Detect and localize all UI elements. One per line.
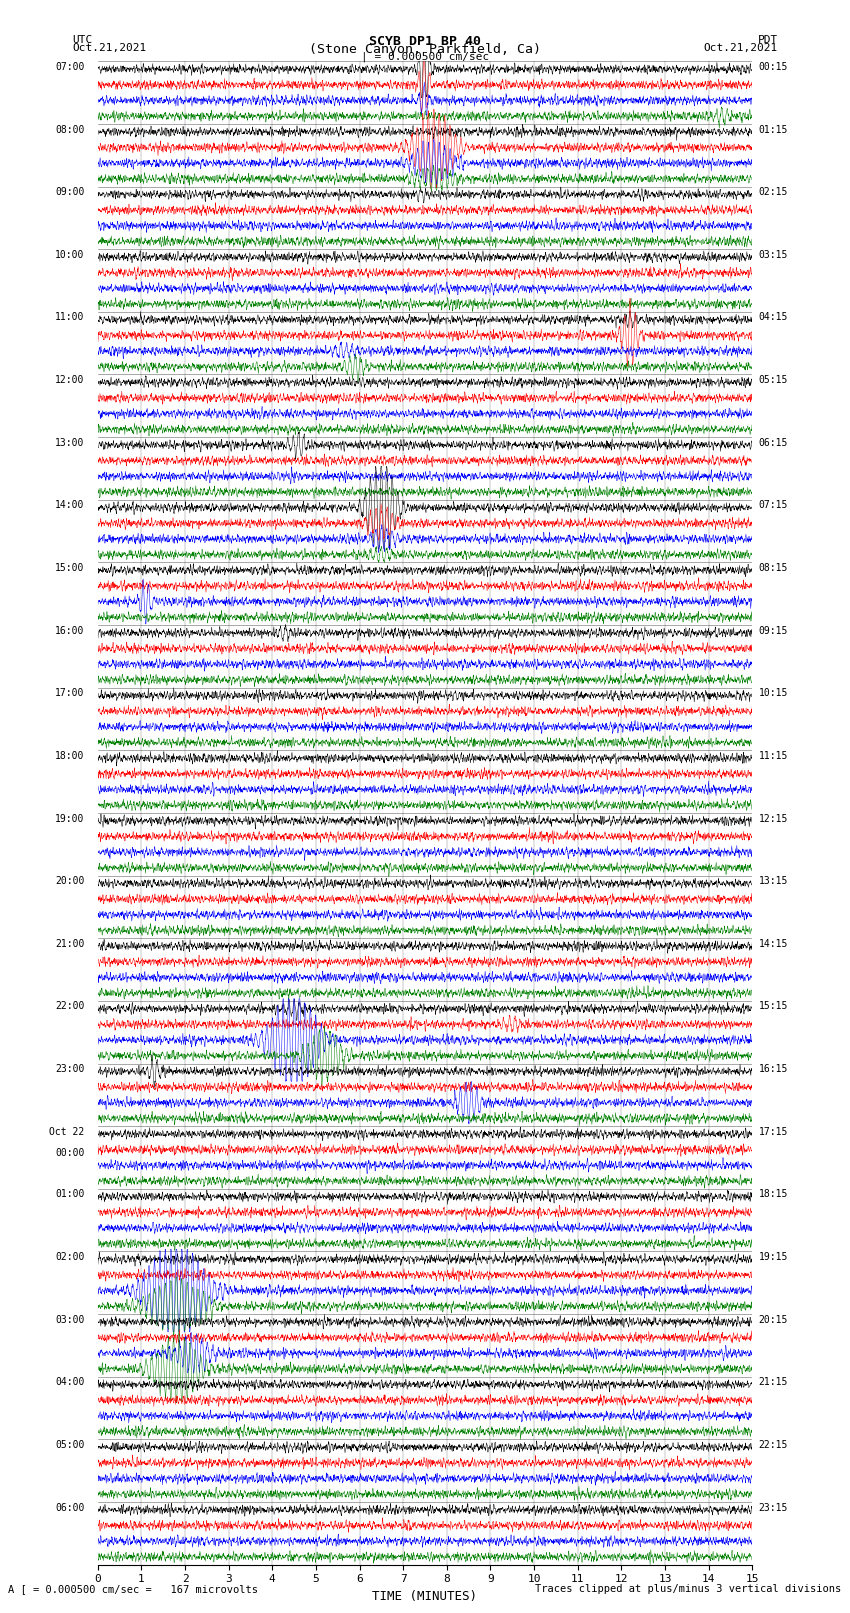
- Text: 12:15: 12:15: [759, 813, 788, 824]
- Text: 18:00: 18:00: [55, 752, 85, 761]
- Text: 09:15: 09:15: [759, 626, 788, 636]
- Text: 08:00: 08:00: [55, 124, 85, 134]
- Text: 12:00: 12:00: [55, 376, 85, 386]
- Text: 18:15: 18:15: [759, 1189, 788, 1200]
- Text: 21:15: 21:15: [759, 1378, 788, 1387]
- Text: Oct.21,2021: Oct.21,2021: [72, 44, 146, 53]
- Text: 17:15: 17:15: [759, 1127, 788, 1137]
- Text: 04:00: 04:00: [55, 1378, 85, 1387]
- Text: 22:00: 22:00: [55, 1002, 85, 1011]
- Text: Oct.21,2021: Oct.21,2021: [704, 44, 778, 53]
- Text: 02:15: 02:15: [759, 187, 788, 197]
- Text: 23:00: 23:00: [55, 1065, 85, 1074]
- Text: 06:15: 06:15: [759, 437, 788, 448]
- Text: 05:00: 05:00: [55, 1440, 85, 1450]
- Text: (Stone Canyon, Parkfield, Ca): (Stone Canyon, Parkfield, Ca): [309, 44, 541, 56]
- X-axis label: TIME (MINUTES): TIME (MINUTES): [372, 1590, 478, 1603]
- Text: 21:00: 21:00: [55, 939, 85, 948]
- Text: 07:00: 07:00: [55, 61, 85, 73]
- Text: Traces clipped at plus/minus 3 vertical divisions: Traces clipped at plus/minus 3 vertical …: [536, 1584, 842, 1594]
- Text: 20:15: 20:15: [759, 1315, 788, 1324]
- Text: PDT: PDT: [757, 35, 778, 45]
- Text: 16:15: 16:15: [759, 1065, 788, 1074]
- Text: 19:00: 19:00: [55, 813, 85, 824]
- Text: 23:15: 23:15: [759, 1503, 788, 1513]
- Text: 14:00: 14:00: [55, 500, 85, 510]
- Text: 00:15: 00:15: [759, 61, 788, 73]
- Text: 01:00: 01:00: [55, 1189, 85, 1200]
- Text: 10:15: 10:15: [759, 689, 788, 698]
- Text: A [ = 0.000500 cm/sec =   167 microvolts: A [ = 0.000500 cm/sec = 167 microvolts: [8, 1584, 258, 1594]
- Text: 13:00: 13:00: [55, 437, 85, 448]
- Text: 22:15: 22:15: [759, 1440, 788, 1450]
- Text: Oct 22: Oct 22: [49, 1127, 85, 1137]
- Text: 01:15: 01:15: [759, 124, 788, 134]
- Text: 10:00: 10:00: [55, 250, 85, 260]
- Text: 19:15: 19:15: [759, 1252, 788, 1261]
- Text: 11:15: 11:15: [759, 752, 788, 761]
- Text: UTC: UTC: [72, 35, 93, 45]
- Text: 08:15: 08:15: [759, 563, 788, 573]
- Text: 15:15: 15:15: [759, 1002, 788, 1011]
- Text: 13:15: 13:15: [759, 876, 788, 886]
- Text: 06:00: 06:00: [55, 1503, 85, 1513]
- Text: SCYB DP1 BP 40: SCYB DP1 BP 40: [369, 35, 481, 48]
- Text: | = 0.000500 cm/sec: | = 0.000500 cm/sec: [361, 52, 489, 63]
- Text: 02:00: 02:00: [55, 1252, 85, 1261]
- Text: 11:00: 11:00: [55, 313, 85, 323]
- Text: 14:15: 14:15: [759, 939, 788, 948]
- Text: 00:00: 00:00: [55, 1148, 85, 1158]
- Text: 05:15: 05:15: [759, 376, 788, 386]
- Text: 07:15: 07:15: [759, 500, 788, 510]
- Text: 09:00: 09:00: [55, 187, 85, 197]
- Text: 20:00: 20:00: [55, 876, 85, 886]
- Text: 17:00: 17:00: [55, 689, 85, 698]
- Text: 16:00: 16:00: [55, 626, 85, 636]
- Text: 15:00: 15:00: [55, 563, 85, 573]
- Text: 04:15: 04:15: [759, 313, 788, 323]
- Text: 03:00: 03:00: [55, 1315, 85, 1324]
- Text: 03:15: 03:15: [759, 250, 788, 260]
